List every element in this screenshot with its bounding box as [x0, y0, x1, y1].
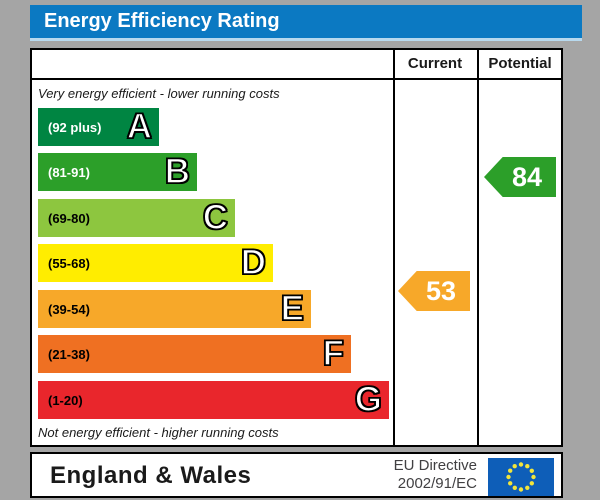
band-letter: E: [280, 289, 305, 329]
region-label: England & Wales: [50, 462, 252, 489]
band-c: (69-80) C: [38, 198, 235, 238]
band-letter: B: [164, 152, 191, 192]
band-range-label: (81-91): [48, 165, 90, 180]
band-letter: C: [202, 198, 229, 238]
band-d: (55-68) D: [38, 243, 273, 283]
band-range-label: (69-80): [48, 211, 90, 226]
header-divider: [30, 78, 563, 80]
band-letter: D: [240, 243, 267, 283]
current-column-header: Current: [407, 55, 463, 72]
band-letter: G: [354, 380, 383, 420]
eu-directive-label: EU Directive 2002/91/EC: [394, 457, 477, 493]
column-divider-1: [393, 48, 395, 447]
eu-flag-icon: [488, 458, 554, 496]
band-letter: A: [126, 107, 153, 147]
potential-column-header: Potential: [488, 55, 552, 72]
eu-directive-line2: 2002/91/EC: [397, 475, 477, 492]
current-rating-value: 53: [425, 276, 457, 306]
footer: England & Wales EU Directive 2002/91/EC: [30, 452, 563, 498]
band-letter: F: [322, 334, 345, 374]
band-a: (92 plus) A: [38, 107, 159, 147]
band-range-label: (92 plus): [48, 120, 102, 135]
band-g: (1-20) G: [38, 380, 389, 420]
band-range-label: (55-68): [48, 256, 90, 271]
potential-rating-value: 84: [511, 162, 543, 192]
band-b: (81-91) B: [38, 152, 197, 192]
bottom-caption: Not energy efficient - higher running co…: [38, 425, 279, 440]
band-range-label: (21-38): [48, 347, 90, 362]
title-bar: Energy Efficiency Rating: [30, 5, 582, 41]
column-divider-2: [477, 48, 479, 447]
band-range-label: (39-54): [48, 302, 90, 317]
band-e: (39-54) E: [38, 289, 311, 329]
band-f: (21-38) F: [38, 334, 351, 374]
eu-directive-line1: EU Directive: [393, 457, 477, 474]
band-range-label: (1-20): [48, 393, 83, 408]
top-caption: Very energy efficient - lower running co…: [38, 86, 280, 101]
page-title: Energy Efficiency Rating: [44, 10, 280, 32]
